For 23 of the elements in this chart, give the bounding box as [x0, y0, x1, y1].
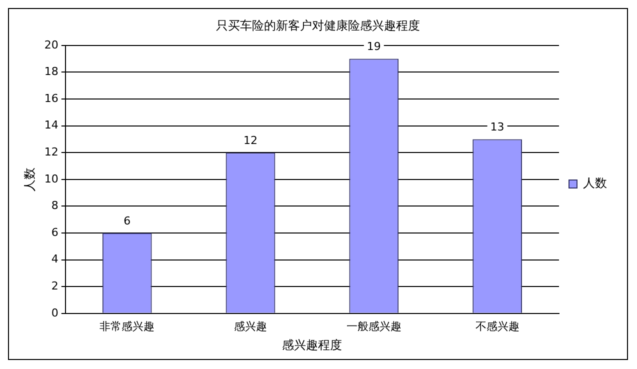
data-label: 12	[244, 134, 258, 147]
data-label: 13	[490, 120, 504, 134]
x-tick-label: 非常感兴趣	[100, 320, 155, 333]
chart-title: 只买车险的新客户对健康险感兴趣程度	[216, 18, 420, 32]
y-tick-label: 2	[51, 279, 58, 292]
y-axis-title: 人数	[22, 167, 36, 192]
y-tick-label: 12	[44, 145, 58, 158]
y-tick-label: 18	[44, 65, 58, 78]
y-tick-label: 10	[44, 172, 58, 186]
x-tick-label: 一般感兴趣	[346, 320, 402, 333]
legend-label: 人数	[583, 176, 607, 190]
data-label: 19	[366, 40, 381, 54]
y-tick-label: 16	[44, 92, 58, 105]
x-axis-title: 感兴趣程度	[282, 338, 342, 352]
y-tick-label: 4	[51, 252, 58, 266]
y-tick-label: 6	[51, 226, 58, 239]
y-tick-label: 14	[44, 118, 58, 132]
y-tick-label: 20	[44, 38, 58, 52]
x-tick-label: 不感兴趣	[475, 320, 520, 333]
y-tick-label: 8	[51, 199, 58, 212]
x-tick-label: 感兴趣	[234, 320, 267, 333]
y-tick-label: 0	[51, 306, 58, 320]
data-label: 6	[124, 214, 131, 228]
